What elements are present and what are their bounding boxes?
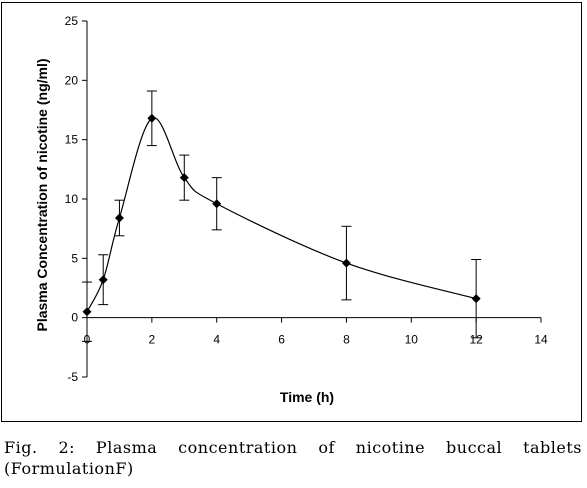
x-tick-label: 14: [534, 333, 548, 347]
y-tick-label: -5: [67, 370, 78, 384]
x-tick-label: 6: [278, 333, 285, 347]
y-axis-title: Plasma Concentration of nicotine (ng/ml): [34, 58, 50, 331]
ticks: -5051015202502468101214: [65, 14, 548, 384]
y-tick-label: 25: [65, 14, 79, 28]
figure-frame: -5051015202502468101214 Time (h) Plasma …: [1, 2, 582, 422]
x-tick-label: 2: [149, 333, 156, 347]
x-tick-label: 10: [405, 333, 419, 347]
y-tick-label: 20: [65, 73, 79, 87]
data-point-marker: [471, 294, 481, 304]
y-tick-label: 10: [65, 192, 79, 206]
caption-line-1: Fig. 2: Plasma concentration of nicotine…: [4, 438, 582, 457]
data-point-marker: [82, 307, 92, 317]
errorbar-layer: [82, 90, 482, 342]
y-tick-label: 0: [71, 311, 78, 325]
data-point-marker: [179, 173, 189, 183]
axes: [86, 21, 541, 377]
x-axis-title: Time (h): [280, 389, 334, 405]
caption-line-2: (FormulationF): [4, 459, 134, 478]
data-point-marker: [98, 275, 108, 285]
curve-layer: [86, 117, 477, 313]
y-tick-label: 15: [65, 133, 79, 147]
data-point-marker: [114, 213, 124, 223]
chart: -5051015202502468101214 Time (h) Plasma …: [34, 14, 548, 405]
data-point-marker: [147, 113, 157, 123]
x-tick-label: 4: [213, 333, 220, 347]
y-tick-label: 5: [71, 251, 78, 265]
data-point-marker: [212, 199, 222, 209]
x-tick-label: 12: [469, 333, 483, 347]
figure-caption: Fig. 2: Plasma concentration of nicotine…: [4, 437, 582, 479]
data-point-marker: [341, 258, 351, 268]
marker-layer: [82, 113, 481, 317]
x-tick-label: 8: [343, 333, 350, 347]
series-line: [86, 117, 477, 313]
